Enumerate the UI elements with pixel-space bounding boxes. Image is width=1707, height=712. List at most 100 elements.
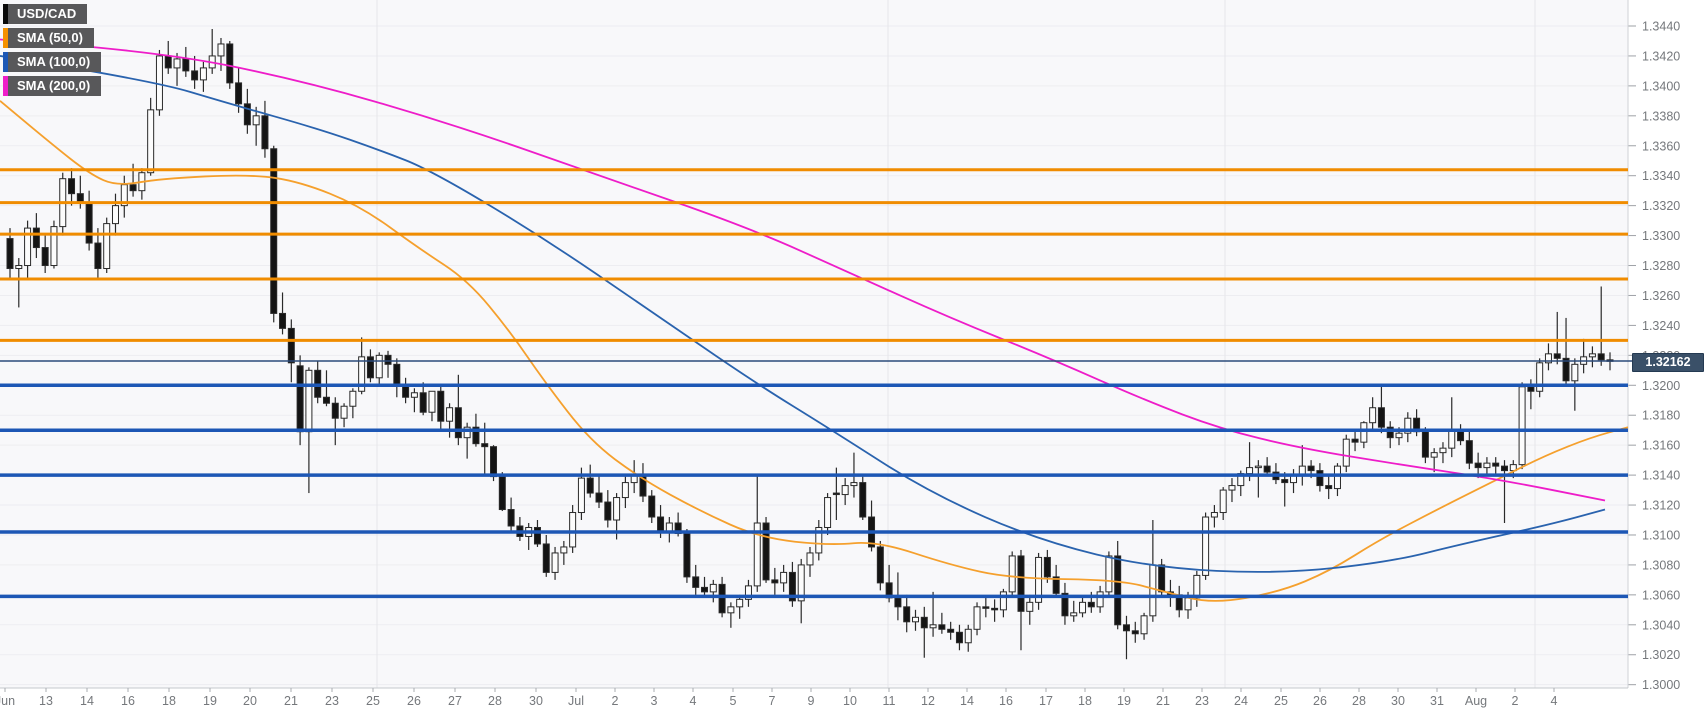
candle-body <box>1079 601 1087 614</box>
y-axis-label: 1.3000 <box>1642 678 1680 692</box>
y-axis-label: 1.3340 <box>1642 169 1680 183</box>
x-axis-label: 27 <box>448 694 462 708</box>
candle-body <box>1052 576 1060 594</box>
x-axis-label: Jun <box>0 694 15 708</box>
candle-body <box>1360 422 1368 443</box>
candle-body <box>164 55 172 69</box>
candle-body <box>815 526 823 554</box>
candle-body <box>340 405 348 419</box>
candle-body <box>1483 462 1491 469</box>
candle-body <box>1219 489 1227 514</box>
candle-body <box>929 624 937 629</box>
y-axis-label: 1.3100 <box>1642 528 1680 542</box>
candle-body <box>1597 353 1605 361</box>
candle-body <box>1325 485 1333 490</box>
x-axis-label: 24 <box>1234 694 1248 708</box>
candle-body <box>1202 516 1210 576</box>
candle-body <box>991 607 999 611</box>
candle-body <box>1492 462 1500 467</box>
y-axis-label: 1.3320 <box>1642 199 1680 213</box>
candle-body <box>824 497 832 528</box>
candle-body <box>850 482 858 487</box>
candle-body <box>1043 556 1051 578</box>
candle-body <box>454 407 462 439</box>
candle-body <box>1571 363 1579 382</box>
candle-body <box>920 616 928 629</box>
candle-body <box>1087 601 1095 608</box>
candle-body <box>1307 465 1315 472</box>
candle-body <box>437 390 445 422</box>
x-axis-label: 12 <box>921 694 935 708</box>
x-axis-label: 17 <box>1039 694 1053 708</box>
candle-body <box>235 82 243 105</box>
y-axis-label: 1.3140 <box>1642 469 1680 483</box>
candle-body <box>1228 485 1236 491</box>
legend-item-sma200[interactable]: SMA (200,0) <box>3 76 102 96</box>
candle-body <box>446 407 454 422</box>
y-axis-label: 1.3240 <box>1642 319 1680 333</box>
x-axis-label: 11 <box>883 694 896 708</box>
candle-body <box>155 55 163 111</box>
candle-body <box>384 354 392 365</box>
x-axis-label: 23 <box>1195 694 1209 708</box>
legend-item-sma50[interactable]: SMA (50,0) <box>3 28 101 48</box>
x-axis-label: 25 <box>366 694 380 708</box>
candle-body <box>32 227 40 249</box>
candle-body <box>1430 452 1438 458</box>
candle-body <box>771 579 779 584</box>
x-axis-label: 25 <box>1274 694 1288 708</box>
candle-body <box>1395 432 1403 439</box>
x-axis-label: 9 <box>808 694 815 708</box>
candle-body <box>1114 555 1122 626</box>
y-axis-label: 1.3080 <box>1642 558 1680 572</box>
candle-body <box>94 242 102 270</box>
candle-body <box>1474 462 1482 469</box>
candle-body <box>322 396 330 404</box>
candle-body <box>947 628 955 633</box>
candle-body <box>533 526 541 545</box>
candle-body <box>701 586 709 593</box>
legend-item-usdcad[interactable]: USD/CAD <box>3 4 101 24</box>
candle-body <box>621 482 629 499</box>
candle-body <box>481 443 489 448</box>
x-axis-label: 3 <box>651 694 658 708</box>
candle-body <box>1316 470 1324 487</box>
candle-body <box>393 363 401 386</box>
candle-body <box>1035 556 1043 603</box>
candle-body <box>718 583 726 614</box>
candle-body <box>472 426 480 445</box>
candle-body <box>85 202 93 244</box>
y-axis-label: 1.3420 <box>1642 49 1680 63</box>
candle-body <box>1131 630 1139 635</box>
y-axis-label: 1.3400 <box>1642 79 1680 93</box>
candle-body <box>903 606 911 623</box>
candle-body <box>911 616 919 623</box>
candle-body <box>938 624 946 630</box>
candle-body <box>1342 438 1350 467</box>
y-axis-label: 1.3200 <box>1642 379 1680 393</box>
candle-body <box>1246 467 1254 475</box>
candle-body <box>24 227 32 267</box>
legend-item-sma100[interactable]: SMA (100,0) <box>3 52 102 72</box>
candle-body <box>402 384 410 398</box>
candle-body <box>876 546 884 584</box>
candle-body <box>50 226 58 267</box>
x-axis-label: 5 <box>730 694 737 708</box>
x-axis-label: 13 <box>39 694 53 708</box>
candle-body <box>129 184 137 192</box>
y-axis-label: 1.3280 <box>1642 259 1680 273</box>
candle-body <box>1140 615 1148 635</box>
candle-body <box>243 103 251 126</box>
x-axis-label: Jul <box>568 694 584 708</box>
candle-body <box>648 495 656 518</box>
x-axis-label: Aug <box>1465 694 1487 708</box>
x-axis-label: 16 <box>999 694 1013 708</box>
x-axis-label: 30 <box>529 694 543 708</box>
candle-body <box>428 390 436 413</box>
y-axis-label: 1.3160 <box>1642 439 1680 453</box>
sma50-color-swatch <box>3 28 8 48</box>
candle-body <box>1527 386 1535 392</box>
candle-body <box>1008 555 1016 593</box>
